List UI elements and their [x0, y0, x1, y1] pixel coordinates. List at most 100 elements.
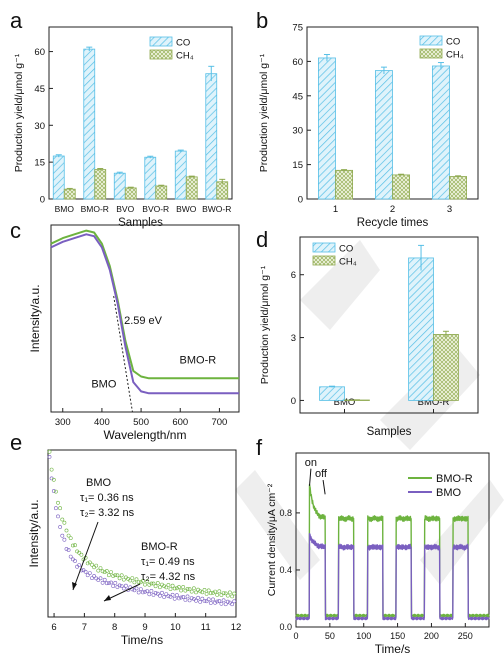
x-tick-label: 9 [142, 622, 147, 633]
data-point-BMO-R [96, 568, 101, 573]
data-point-BMO-R [128, 578, 133, 583]
bar-CO-3 [431, 65, 450, 200]
data-point-BMO [153, 591, 158, 595]
data-point-BMO-R [51, 477, 56, 482]
data-point-BMO-R [164, 585, 169, 590]
data-point-BMO-R [168, 587, 173, 592]
bar-CH-2 [392, 174, 411, 200]
bar-CO-1 [317, 57, 336, 200]
data-point-BMO [177, 596, 181, 601]
data-point-BMO [145, 589, 150, 594]
legend-label: CO [339, 244, 353, 255]
data-point-BMO [213, 600, 218, 605]
x-tick-label: BMO [55, 204, 75, 214]
x-tick-label: 0 [293, 631, 298, 641]
x-axis-label: Time/s [375, 642, 411, 656]
x-tick-label: 2 [390, 204, 395, 215]
data-point-BMO-R [221, 591, 226, 596]
data-point-BMO [147, 592, 152, 597]
legend-label: CH₄ [446, 50, 464, 61]
data-point-BMO-R [49, 467, 54, 472]
data-point-BMO-R [58, 506, 63, 511]
y-tick-label: 0.4 [279, 565, 292, 575]
data-point-BMO-R [153, 584, 158, 589]
y-axis-label: Intensity/a.u. [27, 499, 41, 567]
x-tick-label: 150 [390, 631, 405, 641]
data-point-BMO [132, 588, 137, 593]
data-point-BMO [102, 577, 107, 582]
panel-label-a: a [10, 8, 23, 33]
x-axis-label: Samples [118, 217, 163, 229]
data-point-BMO-R [194, 590, 198, 595]
bar-CO-BMO-R [83, 48, 96, 200]
data-point-BMO [66, 548, 71, 552]
y-tick-label: 45 [292, 91, 303, 102]
legend-label: CH₄ [339, 257, 357, 268]
x-tick-label: BWO-R [202, 204, 231, 214]
panel-label-d: d [256, 227, 268, 252]
data-point-BMO [181, 595, 186, 599]
arrowhead-bmor [104, 595, 111, 601]
data-point-BMO-R [64, 528, 69, 533]
data-point-BMO [115, 585, 120, 589]
data-point-BMO [134, 586, 139, 591]
data-point-BMO-R [185, 587, 190, 591]
y-tick-label: 30 [292, 126, 303, 137]
plot-frame [299, 236, 479, 414]
data-point-BMO [73, 559, 77, 563]
data-point-BMO-R [113, 573, 118, 578]
data-point-BMO [221, 598, 226, 603]
data-point-BMO [140, 590, 145, 595]
x-tick-label: 600 [172, 417, 188, 428]
data-point-BMO [47, 454, 52, 459]
plot-frame [47, 449, 237, 618]
data-point-BMO [143, 589, 147, 594]
legend-label: CO [176, 38, 190, 49]
y-axis-label: Production yield/μmol g⁻¹ [13, 53, 25, 172]
data-point-BMO-R [149, 581, 154, 586]
x-tick-label: BWO [176, 204, 197, 214]
data-point-BMO-R [191, 586, 196, 591]
x-tick-label: 1 [333, 204, 338, 215]
data-point-BMO [208, 601, 213, 605]
data-point-BMO-R [200, 590, 205, 595]
annotation-bmor: BMO-R [180, 354, 217, 366]
panel-3: 0 3 6 BMO BMO-R Samples Production yield/μmol … [259, 236, 479, 438]
data-point-BMO [100, 580, 105, 585]
annotation-off: off [315, 468, 328, 480]
x-tick-label: 250 [458, 631, 473, 641]
data-point-BMO-R [215, 593, 220, 597]
arrow-on [309, 468, 312, 486]
data-point-BMO [155, 591, 160, 596]
data-point-BMO-R [202, 588, 207, 592]
data-point-BMO-R [136, 580, 141, 585]
data-point-BMO-R [109, 570, 114, 575]
panel-label-c: c [10, 218, 21, 243]
data-point-BMO-R [177, 585, 181, 589]
annotation-bmor: BMO-R [141, 541, 178, 553]
y-tick-label: 15 [292, 160, 303, 171]
x-tick-label: 7 [82, 622, 87, 633]
data-point-BMO [87, 571, 92, 576]
bar-CO-BMO-R [408, 257, 434, 401]
x-tick-label: 10 [170, 622, 181, 633]
bar-CH-BVO [124, 187, 137, 200]
x-tick-label: 6 [51, 622, 56, 633]
plot-frame [295, 452, 490, 628]
x-tick-label: BMO [334, 397, 356, 408]
x-tick-label: 8 [112, 622, 117, 633]
x-tick-label: 400 [94, 417, 110, 428]
data-point-BMO [157, 593, 162, 598]
data-point-BMO [204, 599, 209, 604]
data-point-BMO-R [73, 543, 77, 548]
y-tick-label: 0.0 [279, 622, 292, 632]
data-point-BMO [138, 587, 143, 592]
data-point-BMO-R [119, 573, 124, 578]
y-axis-label: Current density/μA cm⁻² [266, 483, 278, 596]
data-point-BMO-R [208, 591, 213, 596]
data-point-BMO [121, 586, 126, 591]
data-point-BMO-R [155, 581, 160, 585]
data-point-BMO-R [145, 579, 150, 584]
data-point-BMO [170, 592, 175, 597]
